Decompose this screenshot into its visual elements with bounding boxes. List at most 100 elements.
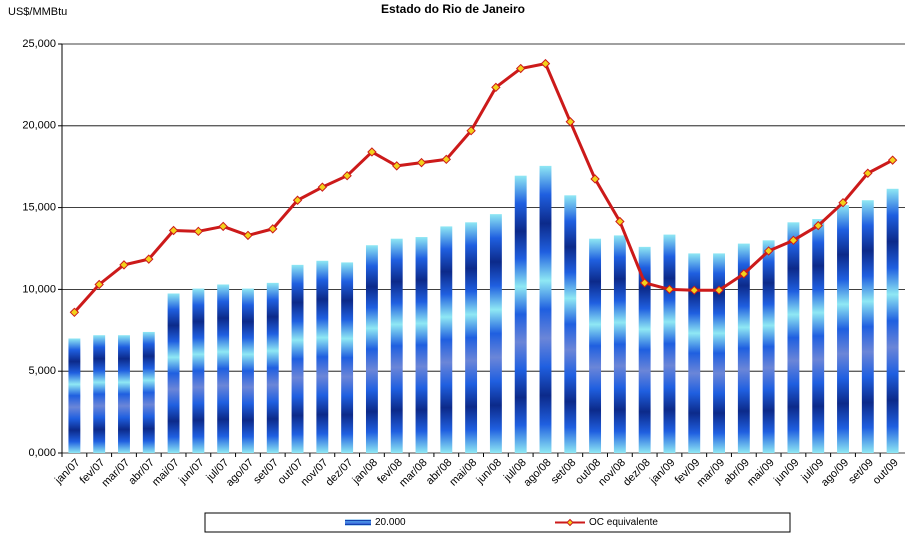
marker bbox=[590, 174, 600, 184]
marker bbox=[714, 285, 724, 295]
x-tick-label: mai/07 bbox=[150, 457, 182, 489]
x-tick-label: mar/07 bbox=[99, 457, 132, 490]
legend-box bbox=[204, 512, 791, 533]
bar bbox=[663, 234, 676, 453]
bar bbox=[861, 200, 874, 453]
x-tick-label: nov/07 bbox=[299, 457, 331, 489]
marker bbox=[664, 284, 675, 295]
legend-marker bbox=[566, 518, 574, 527]
marker bbox=[317, 182, 328, 192]
marker bbox=[243, 230, 253, 241]
bar bbox=[638, 246, 651, 453]
bar bbox=[266, 282, 279, 453]
bar bbox=[167, 293, 180, 453]
bar bbox=[415, 237, 428, 453]
y-tick-label: 0,000 bbox=[28, 447, 56, 459]
bar bbox=[465, 222, 478, 453]
marker bbox=[218, 221, 228, 232]
marker bbox=[540, 58, 551, 69]
marker bbox=[292, 195, 303, 205]
bar bbox=[93, 335, 106, 453]
marker bbox=[763, 246, 774, 256]
marker bbox=[788, 235, 799, 246]
marker bbox=[268, 224, 278, 234]
legend-swatch bbox=[345, 519, 371, 526]
marker bbox=[813, 220, 823, 231]
marker bbox=[639, 278, 650, 288]
x-tick-label: mai/08 bbox=[447, 457, 479, 489]
marker bbox=[392, 161, 402, 171]
y-axis-label: US$/MMBtu bbox=[8, 6, 67, 18]
marker bbox=[689, 285, 699, 295]
y-tick-label: 5,000 bbox=[28, 365, 56, 377]
bar bbox=[291, 264, 304, 453]
y-tick-label: 25,000 bbox=[22, 38, 56, 50]
x-tick-label: jun/07 bbox=[176, 457, 206, 487]
bar bbox=[837, 205, 849, 453]
x-tick-label: mar/08 bbox=[397, 457, 430, 490]
x-tick-label: out/09 bbox=[871, 457, 901, 487]
marker bbox=[739, 269, 749, 279]
legend-label: OC equivalente bbox=[589, 517, 658, 528]
x-tick-label: dez/07 bbox=[323, 457, 355, 489]
bar bbox=[68, 338, 81, 453]
line bbox=[73, 62, 894, 314]
bar bbox=[514, 175, 527, 453]
bar bbox=[365, 245, 378, 453]
x-tick-label: set/07 bbox=[251, 457, 281, 487]
x-tick-label: set/09 bbox=[846, 457, 876, 487]
bar bbox=[192, 288, 205, 453]
bar bbox=[564, 195, 577, 453]
bar bbox=[737, 243, 750, 453]
legend-label: 20.000 bbox=[375, 517, 406, 528]
marker bbox=[416, 157, 427, 168]
bar bbox=[762, 240, 775, 453]
marker bbox=[838, 197, 848, 208]
x-tick-label: mai/09 bbox=[745, 457, 777, 489]
y-tick-label: 15,000 bbox=[22, 202, 56, 214]
y-tick-label: 20,000 bbox=[22, 120, 56, 132]
x-tick-label: jan/09 bbox=[647, 457, 677, 487]
bar bbox=[217, 284, 230, 453]
bar bbox=[812, 219, 825, 453]
marker bbox=[94, 279, 104, 290]
bar bbox=[489, 214, 502, 453]
bar bbox=[886, 188, 899, 453]
marker bbox=[466, 126, 476, 136]
x-tick-label: jun/09 bbox=[771, 457, 801, 487]
x-tick-label: nov/08 bbox=[596, 457, 628, 489]
marker bbox=[565, 117, 575, 127]
marker bbox=[615, 216, 625, 227]
x-tick-label: jan/08 bbox=[350, 457, 380, 487]
bar bbox=[589, 238, 602, 453]
bar bbox=[341, 262, 354, 453]
bar bbox=[713, 253, 725, 453]
marker bbox=[69, 307, 80, 318]
x-tick-label: dez/08 bbox=[621, 457, 653, 489]
bar bbox=[390, 238, 403, 453]
marker bbox=[144, 254, 154, 264]
marker bbox=[367, 147, 377, 157]
y-tick-label: 10,000 bbox=[22, 283, 56, 295]
x-tick-label: ago/07 bbox=[224, 457, 256, 489]
marker bbox=[342, 170, 352, 181]
bar bbox=[316, 260, 329, 453]
marker bbox=[441, 154, 452, 165]
bar bbox=[539, 165, 552, 453]
chart-title: Estado do Rio de Janeiro bbox=[381, 2, 525, 16]
bar bbox=[787, 222, 800, 453]
x-tick-label: ago/09 bbox=[819, 457, 851, 489]
x-tick-label: mar/09 bbox=[695, 457, 728, 490]
bar bbox=[613, 235, 626, 453]
marker bbox=[863, 168, 873, 178]
bar bbox=[142, 331, 155, 453]
marker bbox=[193, 226, 204, 237]
marker bbox=[515, 63, 526, 74]
marker bbox=[119, 260, 129, 270]
marker bbox=[491, 82, 501, 93]
x-tick-label: jan/07 bbox=[52, 457, 82, 487]
bar bbox=[440, 226, 453, 453]
bar bbox=[688, 253, 701, 453]
marker bbox=[168, 225, 179, 236]
